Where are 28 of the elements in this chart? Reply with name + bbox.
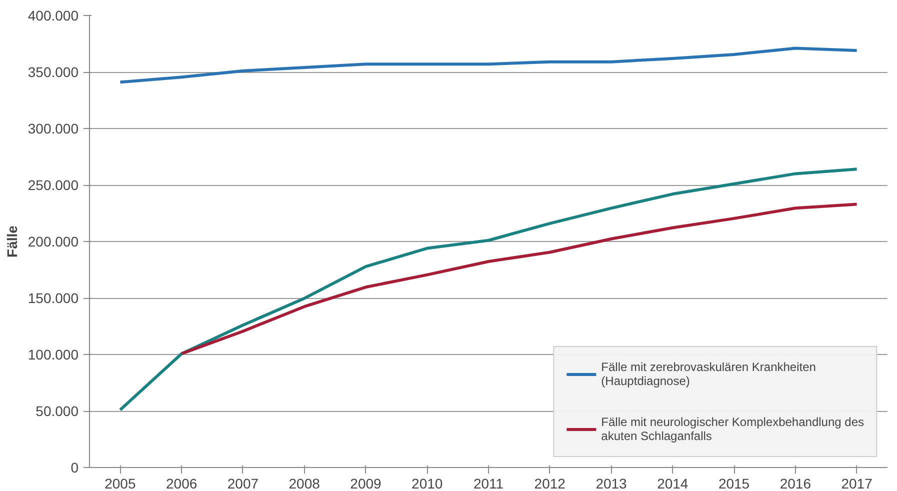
x-tick-label: 2013 — [596, 476, 628, 491]
x-tick-label: 2015 — [718, 476, 750, 491]
x-tick-label: 2012 — [534, 476, 566, 491]
y-tick-label: 300.000 — [28, 120, 79, 136]
y-tick-label: 400.000 — [28, 8, 79, 24]
x-tick-label: 2007 — [227, 476, 259, 491]
y-tick-label: 100.000 — [28, 346, 79, 362]
line-series — [118, 168, 858, 412]
y-tick-label: 350.000 — [28, 64, 79, 80]
x-tick-label: 2008 — [288, 476, 320, 491]
y-tick-label: 200.000 — [28, 234, 79, 250]
x-tick-label: 2010 — [412, 476, 443, 491]
y-tick-label: 0 — [70, 460, 79, 476]
legend-label: Fälle mit zerebrovaskulären Krankheiten (Hauptdiagnose) — [601, 359, 816, 389]
x-tick-label: 2005 — [104, 476, 136, 491]
y-tick-label: 50.000 — [36, 403, 79, 419]
x-tick-label: 2017 — [841, 476, 873, 491]
y-axis-title: Fälle — [4, 225, 20, 258]
x-tick-label: 2014 — [657, 476, 688, 491]
x-tick-label: 2016 — [780, 476, 812, 491]
legend-label: Fälle mit neurologischer Komplexbehandlung des akuten Schlaganfalls — [601, 414, 864, 444]
x-tick-label: 2011 — [473, 476, 504, 491]
y-tick-label: 150.000 — [28, 290, 79, 306]
y-tick-label: 250.000 — [28, 177, 79, 193]
x-tick-label: 2009 — [350, 476, 382, 491]
x-tick-label: 2006 — [166, 476, 198, 491]
line-series — [118, 46, 858, 84]
line-series — [180, 202, 858, 356]
